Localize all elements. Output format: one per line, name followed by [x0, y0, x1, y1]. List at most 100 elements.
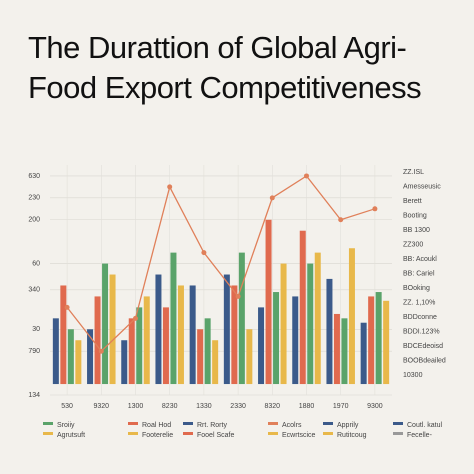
bar	[273, 292, 280, 385]
legend-label: Sroiiy	[57, 422, 75, 429]
legend-swatch	[323, 422, 333, 425]
annotation: ZZ300	[403, 241, 423, 248]
line-point	[133, 315, 138, 321]
bar	[299, 230, 306, 385]
annotation: BB: Cariel	[403, 270, 435, 277]
y-tick-label: 134	[28, 392, 40, 399]
x-tick-label: 2330	[230, 403, 246, 410]
x-tick-label: 8230	[162, 403, 178, 410]
legend-swatch	[393, 422, 403, 425]
bar	[102, 263, 109, 385]
bar	[128, 318, 135, 385]
bar	[348, 248, 355, 385]
line-point	[98, 348, 104, 354]
legend-swatch	[183, 422, 193, 425]
bar	[75, 340, 82, 385]
bar	[136, 307, 143, 385]
bar	[383, 300, 390, 385]
legend-swatch	[323, 432, 333, 435]
bar	[246, 329, 253, 385]
bar	[258, 307, 265, 385]
y-tick-label: 30	[32, 326, 40, 333]
line-point	[167, 184, 173, 190]
legend-swatch	[268, 432, 278, 435]
x-tick-label: 1330	[196, 403, 212, 410]
line-point	[235, 293, 241, 299]
legend-label: Apprily	[337, 422, 359, 429]
annotation: Amesseusic	[403, 183, 441, 190]
legend-label: Rrt. Rorty	[197, 422, 227, 429]
y-tick-label: 230	[28, 195, 40, 202]
legend-swatch	[393, 432, 403, 435]
x-tick-label: 9300	[367, 403, 383, 410]
legend-label: Ecwrtscice	[282, 432, 316, 439]
legend-label: Fecelle-	[407, 432, 433, 439]
bar	[212, 340, 219, 385]
annotation: BDCEdeoisd	[403, 343, 443, 350]
x-tick-label: 1970	[333, 403, 349, 410]
bar	[87, 329, 94, 385]
bar	[360, 322, 367, 385]
line-point	[201, 250, 207, 256]
bar	[368, 296, 375, 385]
bar	[375, 292, 382, 385]
x-tick-label: 9320	[94, 403, 110, 410]
annotation: BOoking	[403, 285, 430, 292]
line-point	[338, 217, 344, 223]
legend-swatch	[183, 432, 193, 435]
bar	[189, 285, 196, 385]
y-tick-label: 790	[28, 348, 40, 355]
y-tick-label: 60	[32, 260, 40, 267]
annotation: BDDI.123%	[403, 328, 440, 335]
bar	[162, 307, 169, 385]
legend-label: Fooel Scafe	[197, 432, 234, 439]
annotation: 10300	[403, 372, 423, 379]
y-tick-label: 340	[28, 287, 40, 294]
line-point	[372, 206, 378, 212]
chart-title: The Durattion of Global Agri-Food Export…	[28, 30, 422, 105]
bar	[307, 263, 314, 385]
line-point	[64, 304, 70, 310]
bar	[265, 219, 272, 385]
annotation: ZZ.ISL	[403, 169, 424, 176]
line-point	[304, 173, 309, 179]
bar	[177, 285, 184, 385]
bar	[60, 285, 67, 385]
legend-swatch	[128, 422, 138, 425]
legend-label: Coutl. katul	[407, 422, 442, 429]
bar	[121, 340, 128, 385]
x-tick-label: 530	[61, 403, 73, 410]
legend-swatch	[128, 432, 138, 435]
y-tick-label: 630	[28, 173, 40, 180]
bar	[326, 278, 333, 385]
legend-label: Acolrs	[282, 422, 302, 429]
legend-label: Agrutsuft	[57, 432, 85, 439]
legend-swatch	[43, 432, 53, 435]
legend-label: Footerelie	[142, 432, 173, 439]
annotation: ZZ. 1,10%	[403, 299, 435, 306]
bar	[155, 274, 162, 385]
bar	[292, 296, 299, 385]
bar	[52, 318, 59, 385]
bar	[109, 274, 116, 385]
bar	[204, 318, 211, 385]
annotation: BOOBdeailed	[403, 357, 446, 364]
annotation: BB: Acoukl	[403, 256, 437, 263]
line-point	[269, 195, 275, 201]
bar	[143, 296, 150, 385]
bar	[170, 252, 177, 385]
x-tick-label: 1300	[128, 403, 144, 410]
bar	[94, 296, 101, 385]
bar	[231, 285, 238, 385]
bar	[280, 263, 287, 385]
legend-label: Roal Hod	[142, 422, 171, 429]
bar	[314, 252, 321, 385]
annotation: Berett	[403, 198, 422, 205]
bar	[197, 329, 204, 385]
legend-swatch	[43, 422, 53, 425]
bar	[238, 252, 245, 385]
x-tick-label: 1880	[299, 403, 315, 410]
annotation: Booting	[403, 212, 427, 219]
